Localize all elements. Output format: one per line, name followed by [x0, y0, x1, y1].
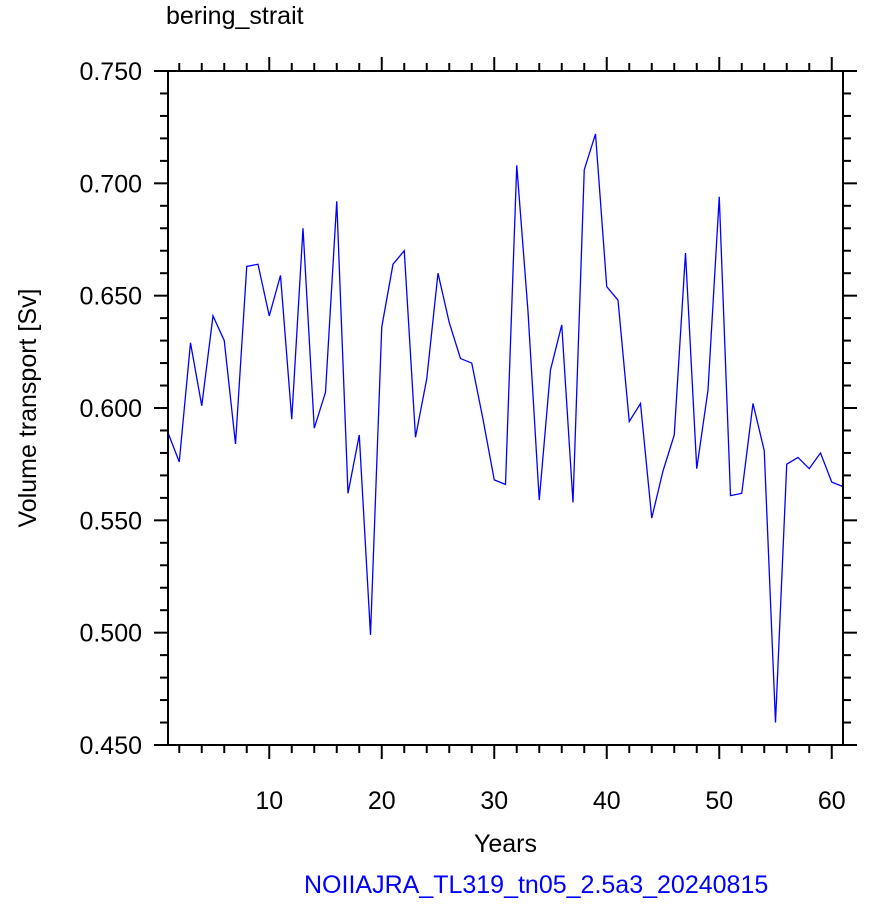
x-tick-label: 40	[593, 787, 621, 815]
y-tick-label: 0.650	[79, 283, 142, 311]
y-tick-label: 0.750	[79, 58, 142, 86]
x-tick-label: 10	[255, 787, 283, 815]
series-layer	[167, 133, 844, 723]
y-tick-label: 0.450	[79, 732, 142, 760]
y-tick-label: 0.550	[79, 507, 142, 535]
tick-marks	[154, 57, 857, 759]
x-tick-label: 60	[818, 787, 846, 815]
x-tick-label: 30	[480, 787, 508, 815]
y-tick-label: 0.600	[79, 395, 142, 423]
tick-labels: 0.450 0.500 0.550 0.600 0.650 0.700 0.750 10 20 3…	[79, 58, 845, 815]
y-axis-label: Volume transport [Sv]	[14, 288, 42, 527]
run-id-label: NOIIAJRA_TL319_tn05_2.5a3_20240815	[304, 871, 769, 899]
chart-title: bering_strait	[166, 2, 304, 30]
plot-frame	[167, 70, 844, 746]
x-tick-label: 20	[368, 787, 396, 815]
y-tick-label: 0.700	[79, 170, 142, 198]
x-axis-label: Years	[474, 830, 537, 858]
x-tick-label: 50	[705, 787, 733, 815]
series-line	[167, 133, 844, 723]
y-tick-label: 0.500	[79, 620, 142, 648]
